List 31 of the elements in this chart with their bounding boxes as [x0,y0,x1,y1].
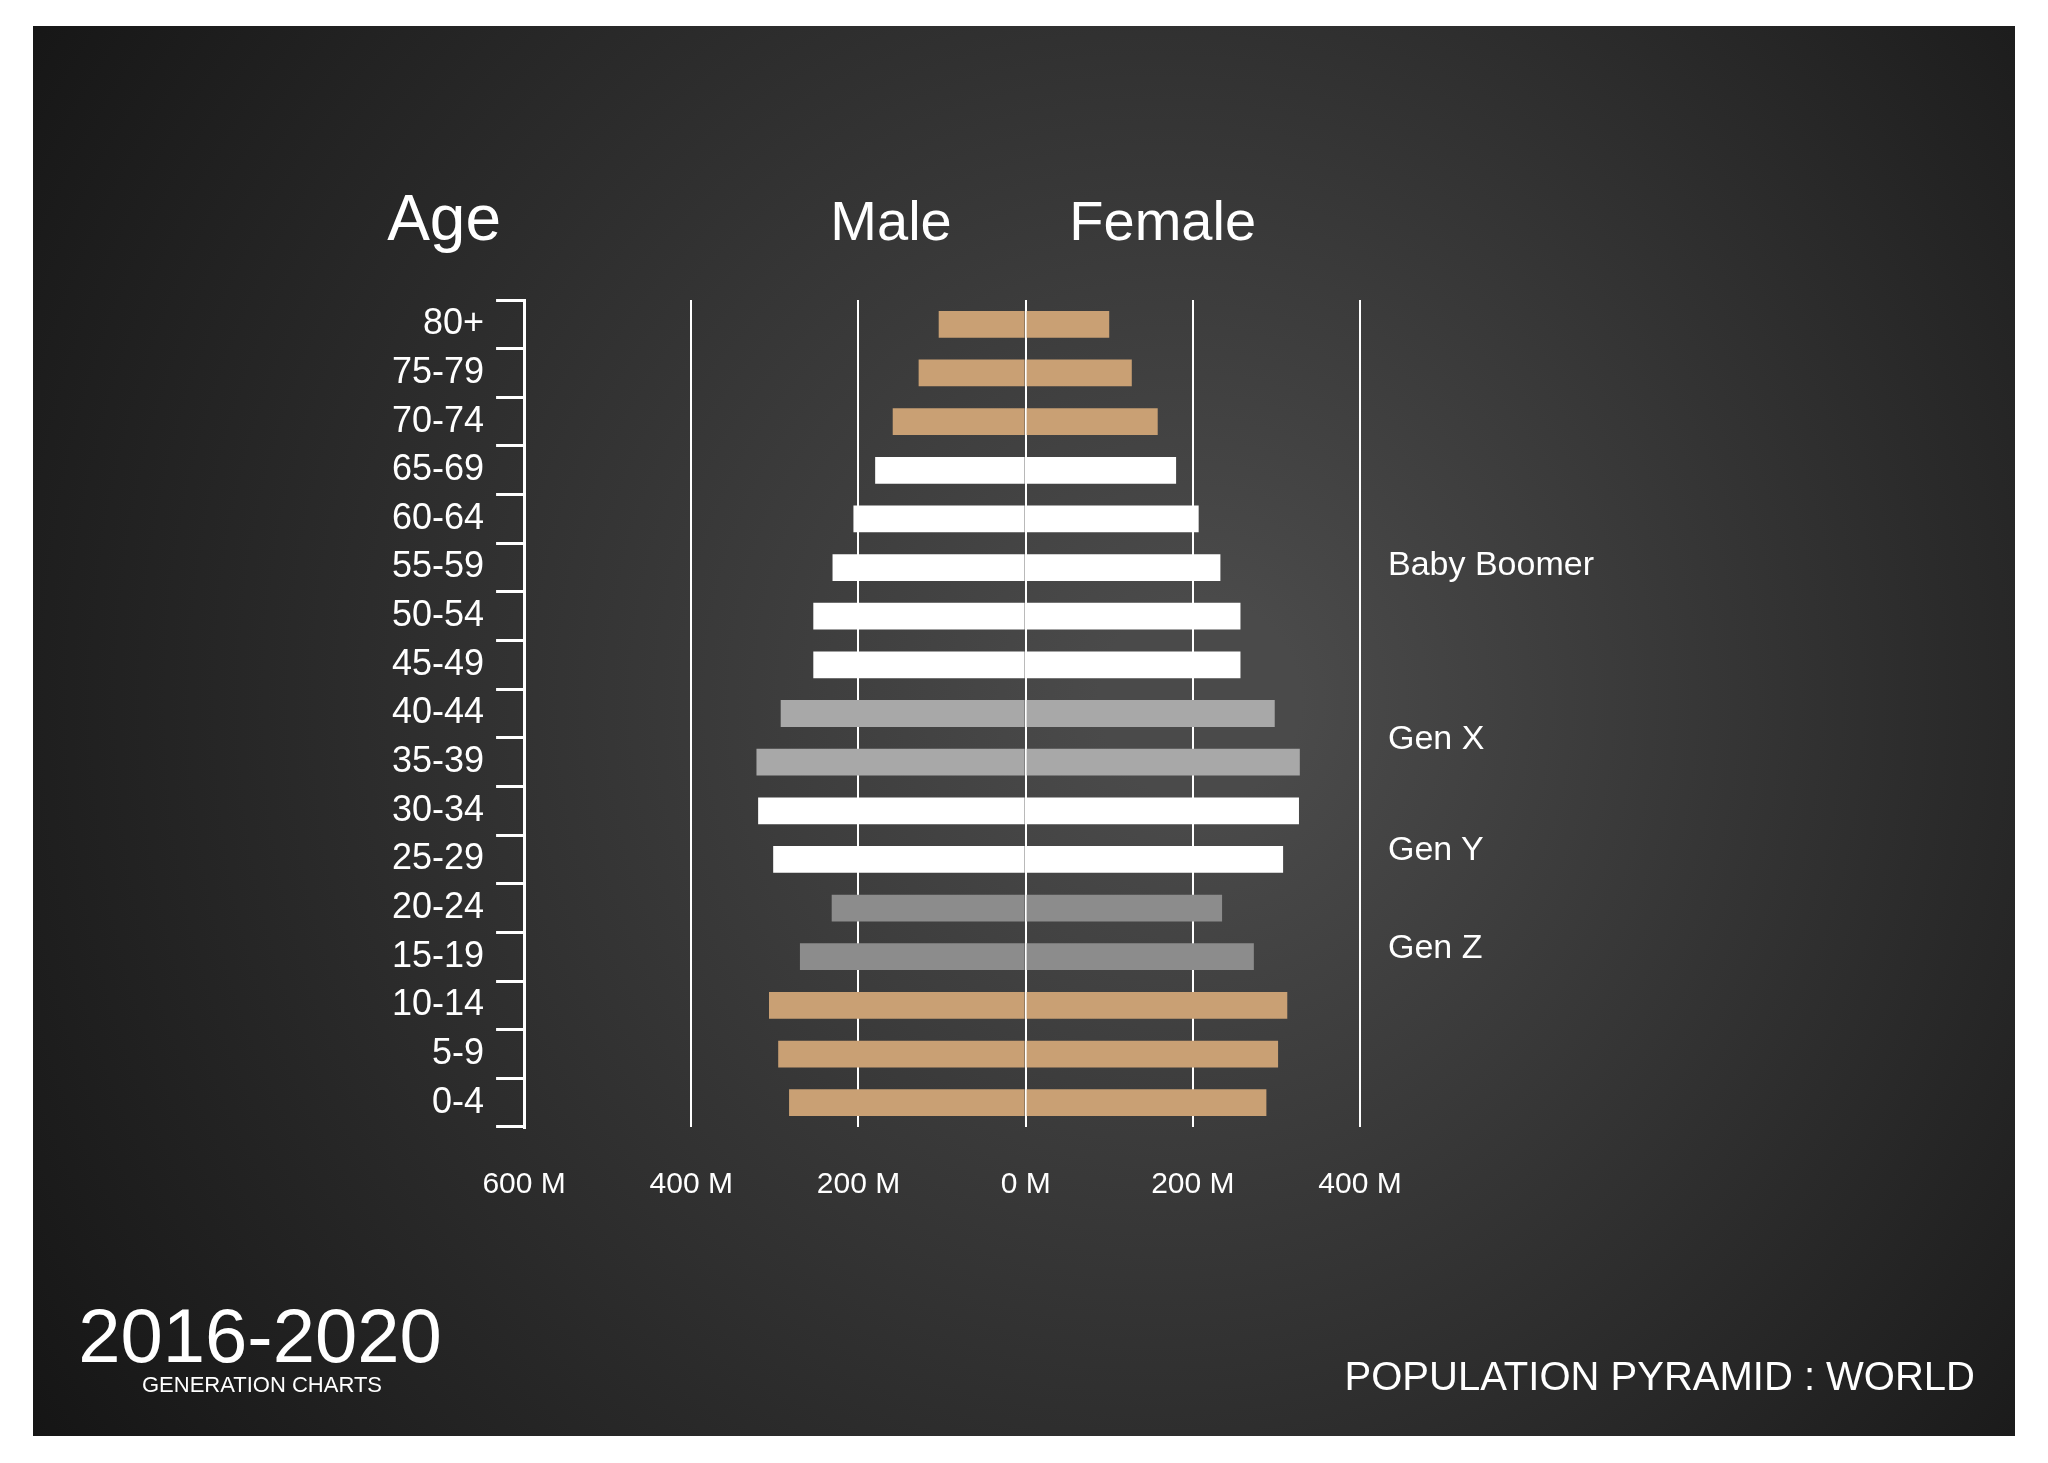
x-tick-label: 0 M [1000,1166,1051,1200]
y-axis-title: Age [387,182,502,254]
y-tick-label: 35-39 [392,739,485,781]
y-tick-label: 75-79 [392,349,485,391]
text: Gen X [1388,718,1485,757]
x-tick-label: 200 M [1151,1166,1235,1200]
text: Gen Z [1388,927,1483,966]
y-tick-label: 50-54 [392,593,485,635]
x-tick-label: 400 M [649,1166,733,1200]
x-tick-label: 200 M [816,1166,901,1200]
y-tick-label: 30-34 [392,787,485,829]
y-tick-label: 80+ [423,301,485,343]
text: Baby Boomer [1388,544,1594,583]
y-tick-label: 55-59 [392,544,485,586]
y-tick-label: 70-74 [392,398,485,440]
y-tick-label: 5-9 [432,1030,485,1072]
y-tick-label: 10-14 [392,982,485,1024]
y-tick-label: 65-69 [392,447,485,489]
y-tick-label: 20-24 [392,885,485,927]
y-tick-label: 25-29 [392,836,485,878]
text: Gen Y [1388,829,1484,868]
x-tick-label: 400 M [1318,1166,1402,1200]
series-label: Female [1069,189,1257,252]
y-tick-label: 40-44 [392,690,485,732]
y-tick-label: 45-49 [392,641,485,683]
y-tick-label: 60-64 [392,495,485,537]
series-label: Male [830,189,952,252]
text: POPULATION PYRAMID : WORLD [1344,1354,1975,1398]
x-tick-label: 600 M [482,1166,566,1200]
y-tick-label: 15-19 [392,933,485,975]
y-tick-label: 0-4 [432,1079,485,1121]
